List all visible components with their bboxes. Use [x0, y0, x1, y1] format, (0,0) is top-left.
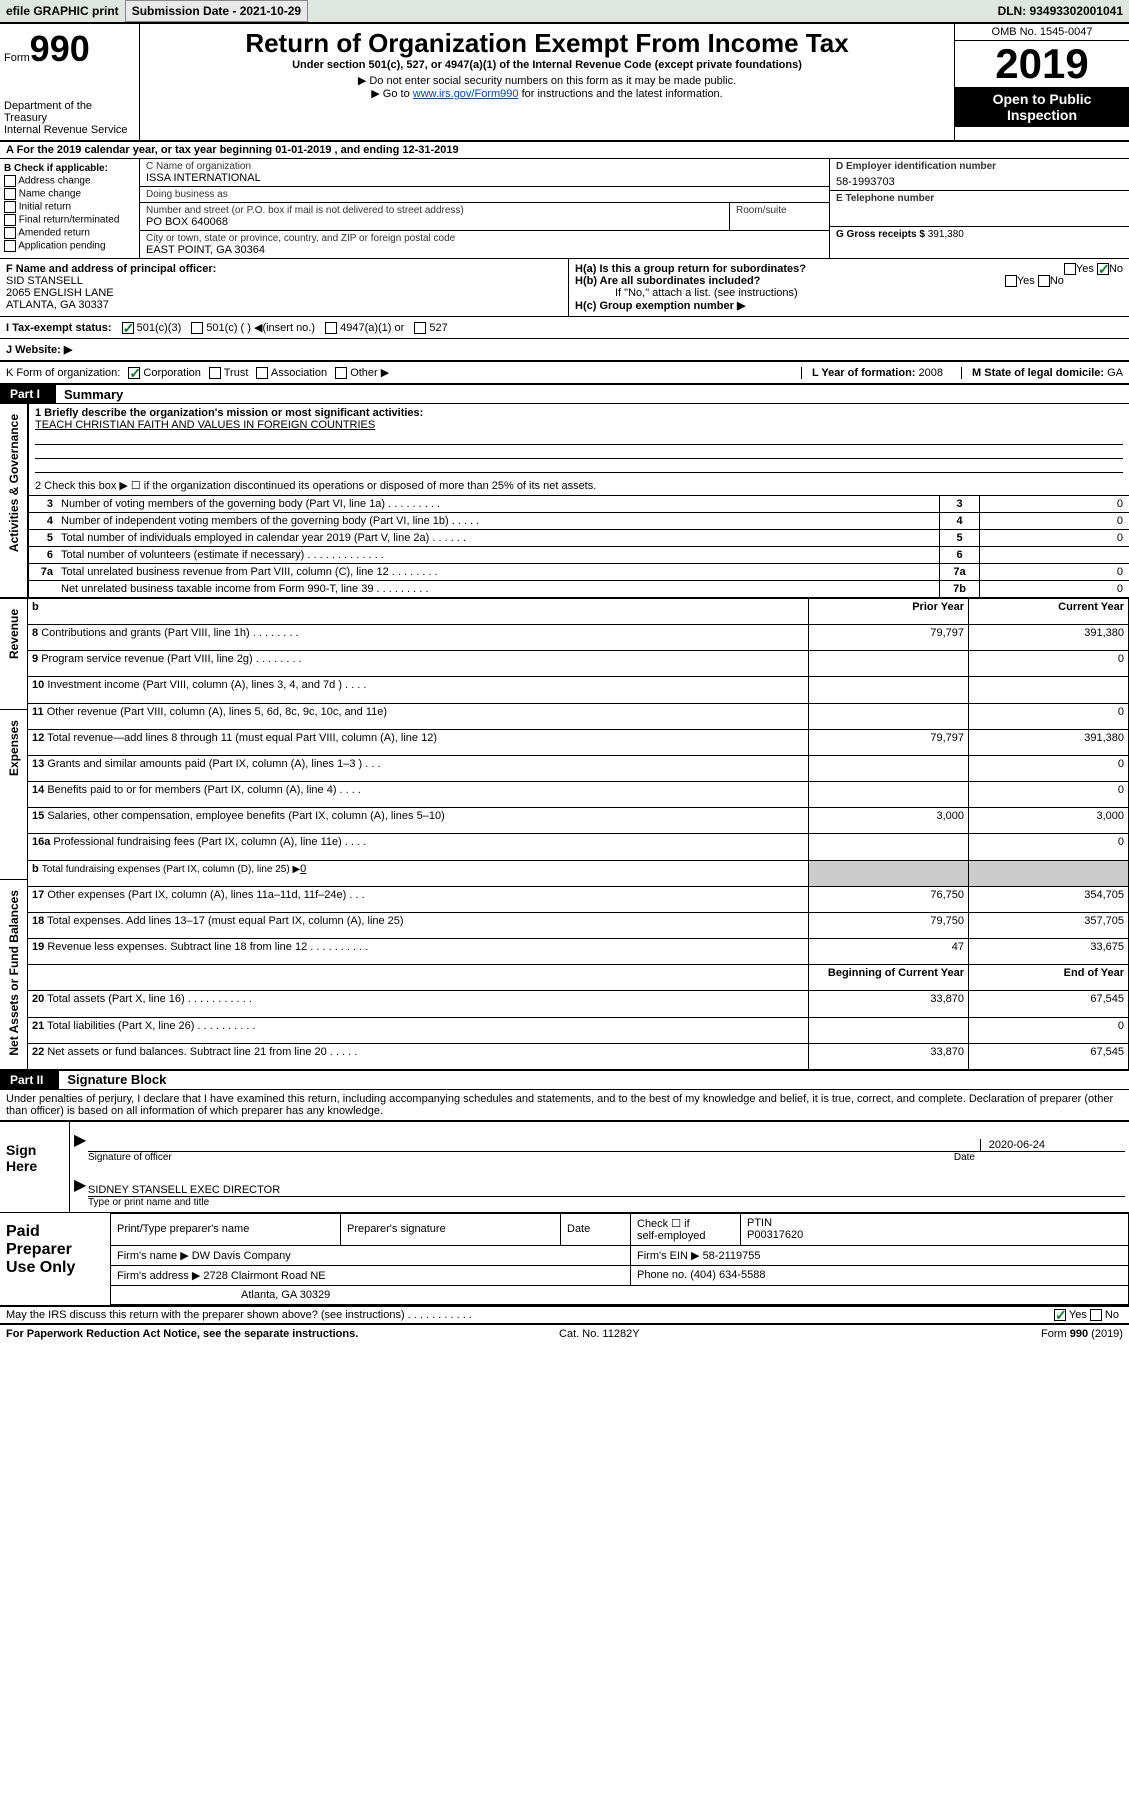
form-title-block: Return of Organization Exempt From Incom… [140, 24, 954, 140]
cb-final-return[interactable]: Final return/terminated [4, 214, 135, 226]
cb-corp[interactable] [128, 367, 140, 379]
efile-label: efile GRAPHIC print [0, 1, 125, 21]
phone-label: E Telephone number [836, 193, 1123, 204]
form-id-block: Form990 Department of the Treasury Inter… [0, 24, 140, 140]
city: EAST POINT, GA 30364 [146, 244, 823, 256]
part-ii-badge: Part II [0, 1071, 59, 1089]
cb-amended[interactable]: Amended return [4, 227, 135, 239]
room-label: Room/suite [736, 205, 823, 216]
date-label: Date [954, 1152, 1125, 1163]
box-f: F Name and address of principal officer:… [0, 259, 569, 316]
v7a: 0 [979, 564, 1129, 580]
part-ii-title: Signature Block [59, 1072, 166, 1087]
tri-icon: ▶ [74, 1130, 86, 1150]
side-net: Net Assets or Fund Balances [5, 880, 23, 1066]
v5: 0 [979, 530, 1129, 546]
firm-ein: 58-2119755 [703, 1250, 761, 1262]
instructions-link[interactable]: www.irs.gov/Form990 [413, 88, 519, 100]
financial-table: bPrior YearCurrent Year 8 Contributions … [28, 599, 1129, 1069]
ha-yes[interactable] [1064, 263, 1076, 275]
sign-date: 2020-06-24 [980, 1139, 1125, 1151]
officer-name: SIDNEY STANSELL EXEC DIRECTOR [88, 1184, 280, 1196]
year-block: OMB No. 1545-0047 2019 Open to Public In… [954, 24, 1129, 140]
street-label: Number and street (or P.O. box if mail i… [146, 205, 723, 216]
name-title-label: Type or print name and title [88, 1197, 1125, 1208]
cb-pending[interactable]: Application pending [4, 240, 135, 252]
tax-status-label: I Tax-exempt status: [6, 322, 112, 334]
cb-501c[interactable] [191, 322, 203, 334]
box-b: B Check if applicable: Address change Na… [0, 159, 140, 258]
firm-phone: (404) 634-5588 [690, 1269, 765, 1281]
v6 [979, 547, 1129, 563]
sign-here-label: Sign Here [0, 1122, 70, 1212]
penalty-text: Under penalties of perjury, I declare th… [0, 1090, 1129, 1120]
line2: 2 Check this box ▶ ☐ if the organization… [29, 476, 1129, 496]
cb-527[interactable] [414, 322, 426, 334]
paid-preparer-label: Paid Preparer Use Only [0, 1213, 110, 1305]
firm-name: DW Davis Company [192, 1250, 291, 1262]
box-h: H(a) Is this a group return for subordin… [569, 259, 1129, 316]
pra-notice: For Paperwork Reduction Act Notice, see … [6, 1328, 358, 1340]
form-footer: Form 990 (2019) [1041, 1328, 1123, 1340]
street: PO BOX 640068 [146, 216, 723, 228]
ein-label: D Employer identification number [836, 161, 1123, 172]
v7b: 0 [979, 581, 1129, 597]
cb-4947[interactable] [325, 322, 337, 334]
v4: 0 [979, 513, 1129, 529]
part-i-title: Summary [56, 387, 123, 402]
firm-addr2: Atlanta, GA 30329 [111, 1285, 1129, 1304]
tax-period: A For the 2019 calendar year, or tax yea… [0, 142, 1129, 159]
side-revenue: Revenue [5, 599, 23, 669]
website-label: J Website: ▶ [6, 343, 72, 356]
discuss-yes[interactable] [1054, 1309, 1066, 1321]
sig-officer-label: Signature of officer [88, 1152, 172, 1163]
discuss-label: May the IRS discuss this return with the… [0, 1307, 478, 1323]
cb-address-change[interactable]: Address change [4, 175, 135, 187]
city-label: City or town, state or province, country… [146, 233, 823, 244]
preparer-table: Print/Type preparer's name Preparer's si… [110, 1213, 1129, 1305]
gross-val: 391,380 [928, 229, 964, 240]
ha-no[interactable] [1097, 263, 1109, 275]
submission-date-button[interactable]: Submission Date - 2021-10-29 [125, 0, 308, 22]
v3: 0 [979, 496, 1129, 512]
dba-label: Doing business as [146, 189, 823, 200]
line1-label: 1 Briefly describe the organization's mi… [35, 407, 423, 419]
firm-addr: 2728 Clairmont Road NE [203, 1270, 325, 1282]
year-formation: 2008 [919, 367, 943, 379]
hb-no[interactable] [1038, 275, 1050, 287]
org-name-label: C Name of organization [146, 161, 823, 172]
cb-other[interactable] [335, 367, 347, 379]
mission-text: TEACH CHRISTIAN FAITH AND VALUES IN FORE… [35, 419, 375, 431]
cb-assoc[interactable] [256, 367, 268, 379]
cb-501c3[interactable] [122, 322, 134, 334]
org-name: ISSA INTERNATIONAL [146, 172, 823, 184]
dln-label: DLN: 93493302001041 [992, 1, 1129, 21]
cb-initial-return[interactable]: Initial return [4, 201, 135, 213]
ein: 58-1993703 [836, 176, 1123, 188]
box-k-label: K Form of organization: [6, 367, 120, 379]
gross-label: G Gross receipts $ [836, 229, 928, 240]
domicile: GA [1107, 367, 1123, 379]
ptin: P00317620 [747, 1229, 803, 1241]
cat-no: Cat. No. 11282Y [559, 1328, 640, 1340]
part-i-badge: Part I [0, 385, 56, 403]
cb-trust[interactable] [209, 367, 221, 379]
discuss-no[interactable] [1090, 1309, 1102, 1321]
side-governance: Activities & Governance [5, 404, 23, 562]
hb-yes[interactable] [1005, 275, 1017, 287]
side-expenses: Expenses [5, 710, 23, 786]
cb-name-change[interactable]: Name change [4, 188, 135, 200]
